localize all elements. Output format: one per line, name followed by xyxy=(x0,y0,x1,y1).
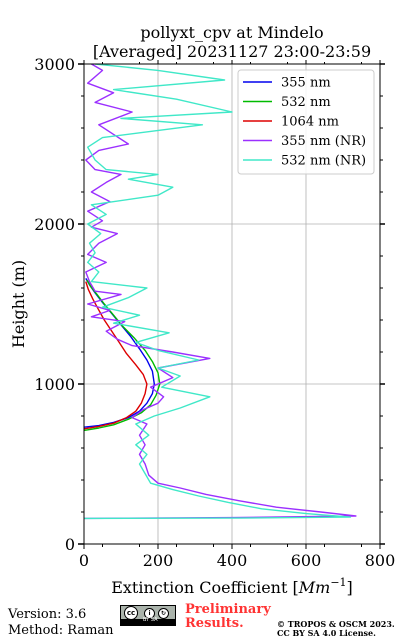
data-lines xyxy=(84,64,357,520)
version-label: Version: 3.6 xyxy=(8,607,87,622)
y-tick-label: 0 xyxy=(65,535,75,554)
y-axis-label: Height (m) xyxy=(9,260,28,348)
sa-icon: ↻ xyxy=(158,608,169,619)
plot-frame xyxy=(83,63,381,545)
preliminary-line-1: Preliminary xyxy=(185,602,271,617)
series-line-5 xyxy=(84,64,352,520)
legend-label: 355 nm xyxy=(281,76,331,91)
x-tick-label: 200 xyxy=(143,551,174,570)
copyright-line-1: © TROPOS & OSCM 2023. xyxy=(277,619,395,629)
copyright-notice: © TROPOS & OSCM 2023. CC BY SA 4.0 Licen… xyxy=(277,620,395,638)
legend-label: 532 nm (NR) xyxy=(281,154,366,169)
cc-badge-text: BY SA xyxy=(143,617,158,623)
y-tick-label: 2000 xyxy=(34,215,75,234)
version-info: Version: 3.6 Method: Raman xyxy=(8,607,114,639)
chart-title: pollyxt_cpv at Mindelo xyxy=(140,23,323,42)
legend-box xyxy=(237,69,375,175)
legend-label: 355 nm (NR) xyxy=(281,134,366,149)
series-line-2 xyxy=(84,279,161,432)
x-axis-label-text: Extinction Coefficient [ xyxy=(111,578,299,597)
chart: pollyxt_cpv at Mindelo [Averaged] 202311… xyxy=(9,23,395,597)
x-tick-label: 400 xyxy=(217,551,248,570)
cc-license-badge: cc i ↻ BY SA xyxy=(120,605,176,626)
copyright-line-2: CC BY SA 4.0 License. xyxy=(277,628,376,638)
cc-icon: cc xyxy=(124,606,138,620)
method-label: Method: Raman xyxy=(8,623,114,638)
preliminary-results-notice: Preliminary Results. xyxy=(185,603,271,631)
x-axis-label-exponent: −1 xyxy=(330,576,346,589)
chart-subtitle: [Averaged] 20231127 23:00-23:59 xyxy=(93,42,371,61)
x-axis-label: Extinction Coefficient [Mm−1] xyxy=(111,576,353,597)
cc-badge-bottom: BY SA xyxy=(121,617,175,625)
preliminary-line-2: Results. xyxy=(185,616,244,631)
y-tick-label: 1000 xyxy=(34,375,75,394)
series-line-3 xyxy=(84,281,148,430)
legend-label: 532 nm xyxy=(281,95,331,110)
x-axis-label-close: ] xyxy=(347,578,353,597)
x-tick-label: 0 xyxy=(79,551,89,570)
legend: 355 nm 532 nm 1064 nm 355 nm (NR) 532 nm (NR… xyxy=(237,69,375,175)
x-tick-label: 800 xyxy=(365,551,396,570)
x-axis-label-unit: Mm xyxy=(298,578,331,597)
cc-badge-top: cc i ↻ xyxy=(121,606,175,620)
x-tick-label: 600 xyxy=(291,551,322,570)
legend-label: 1064 nm xyxy=(281,115,339,130)
by-icon: i xyxy=(144,608,155,619)
axis-ticks: 0 200 400 600 800 0 1000 2000 3000 xyxy=(34,55,395,570)
y-tick-label: 3000 xyxy=(34,55,75,74)
